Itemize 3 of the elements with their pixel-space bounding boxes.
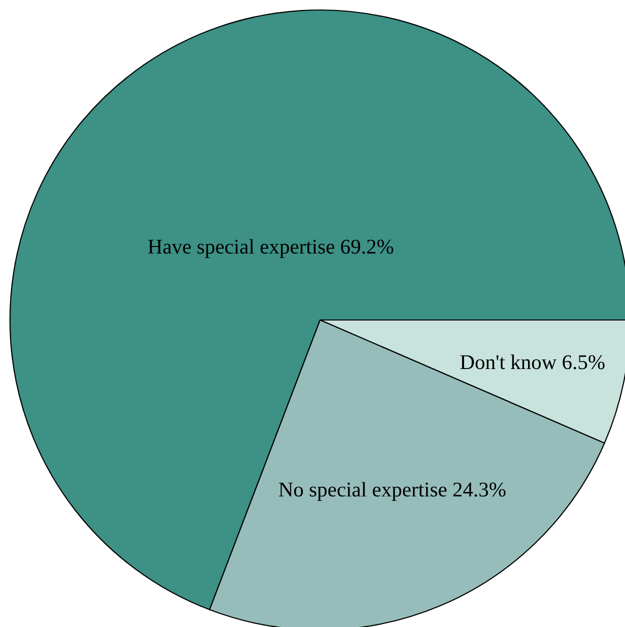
slice-label: No special expertise 24.3% xyxy=(278,482,506,501)
slice-label: Have special expertise 69.2% xyxy=(148,239,394,258)
slice-label: Don't know 6.5% xyxy=(460,354,605,370)
